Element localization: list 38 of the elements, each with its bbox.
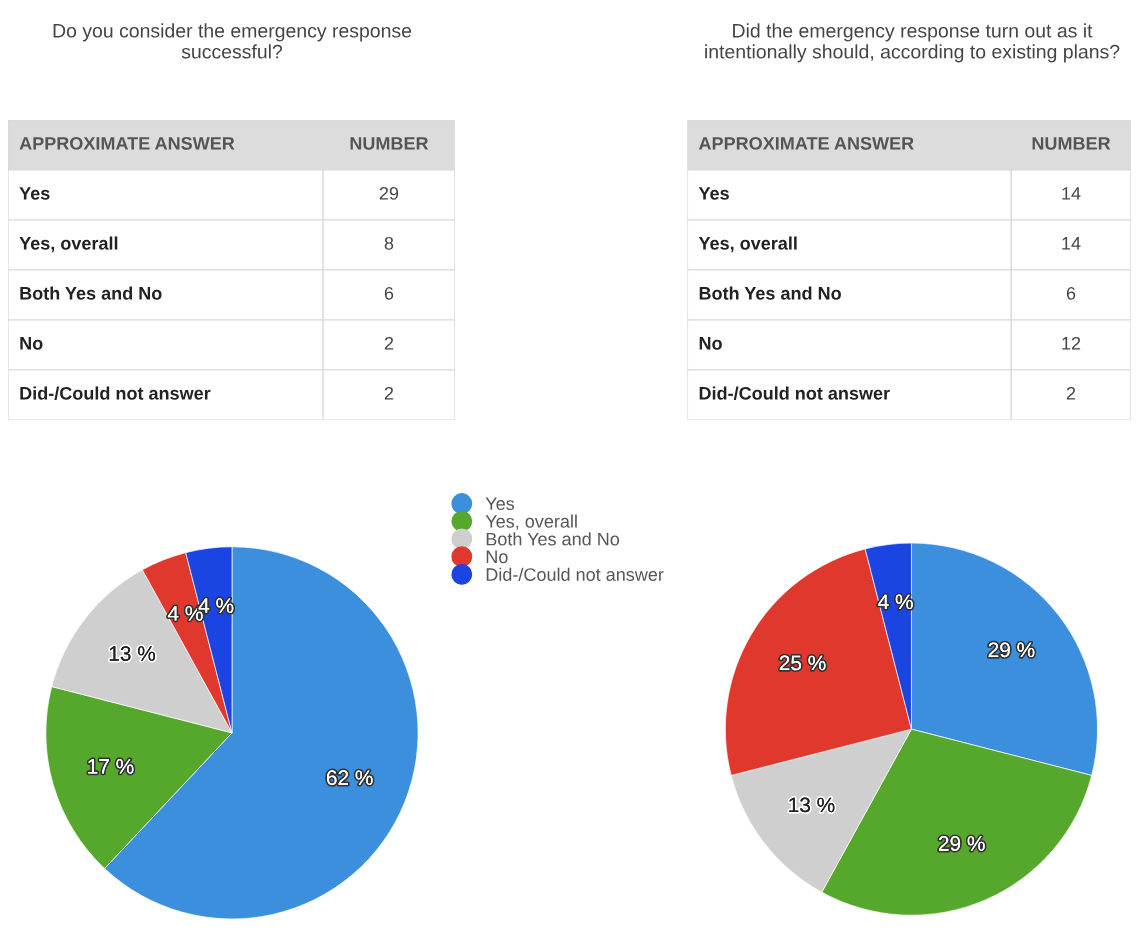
- data-label: 14: [1062, 187, 1081, 200]
- category-label: Yes: [19, 187, 50, 200]
- category-label: Yes, overall: [698, 236, 797, 253]
- legend-label: Yes, overall: [485, 514, 577, 530]
- category-label: Did-/Could not answer: [20, 386, 211, 400]
- text: NUMBER: [1032, 137, 1111, 150]
- category-label: Both Yes and No: [699, 286, 841, 300]
- category-label: Did-/Could not answer: [699, 386, 890, 400]
- data-label: 14: [1062, 237, 1081, 250]
- data-label: 29: [379, 186, 399, 200]
- data-label: 2: [1066, 386, 1076, 400]
- data-label: 13 %: [109, 646, 156, 661]
- text: APPROXIMATE ANSWER: [698, 136, 914, 150]
- data-label: 6: [1066, 286, 1076, 300]
- data-label: 2: [384, 336, 394, 350]
- data-label: 12: [1062, 336, 1081, 350]
- category-label: No: [699, 337, 722, 350]
- data-label: 29 %: [988, 642, 1035, 658]
- legend-label: No: [486, 550, 508, 564]
- data-label: 8: [384, 236, 394, 250]
- text: APPROXIMATE ANSWER: [19, 136, 235, 150]
- data-label: 25 %: [779, 655, 826, 671]
- data-label: 13 %: [789, 797, 835, 813]
- data-label: 6: [384, 286, 394, 300]
- text: Did the emergency response turn out as it intentionally should, according to existing plans?: [705, 23, 1120, 63]
- data-label: 29 %: [938, 836, 985, 851]
- data-label: 62 %: [326, 770, 373, 786]
- text: NUMBER: [350, 137, 429, 150]
- category-label: Yes, overall: [19, 236, 118, 253]
- category-label: Yes: [698, 187, 729, 200]
- data-label: 2: [384, 386, 394, 400]
- category-label: Both Yes and No: [20, 286, 162, 300]
- legend-label: Did-/Could not answer: [486, 567, 664, 581]
- category-label: No: [20, 337, 43, 350]
- legend-label: Yes: [485, 497, 515, 511]
- legend-label: Both Yes and No: [486, 532, 620, 546]
- data-label: 17 %: [88, 759, 134, 774]
- text: Do you consider the emergency response successful?: [53, 23, 412, 59]
